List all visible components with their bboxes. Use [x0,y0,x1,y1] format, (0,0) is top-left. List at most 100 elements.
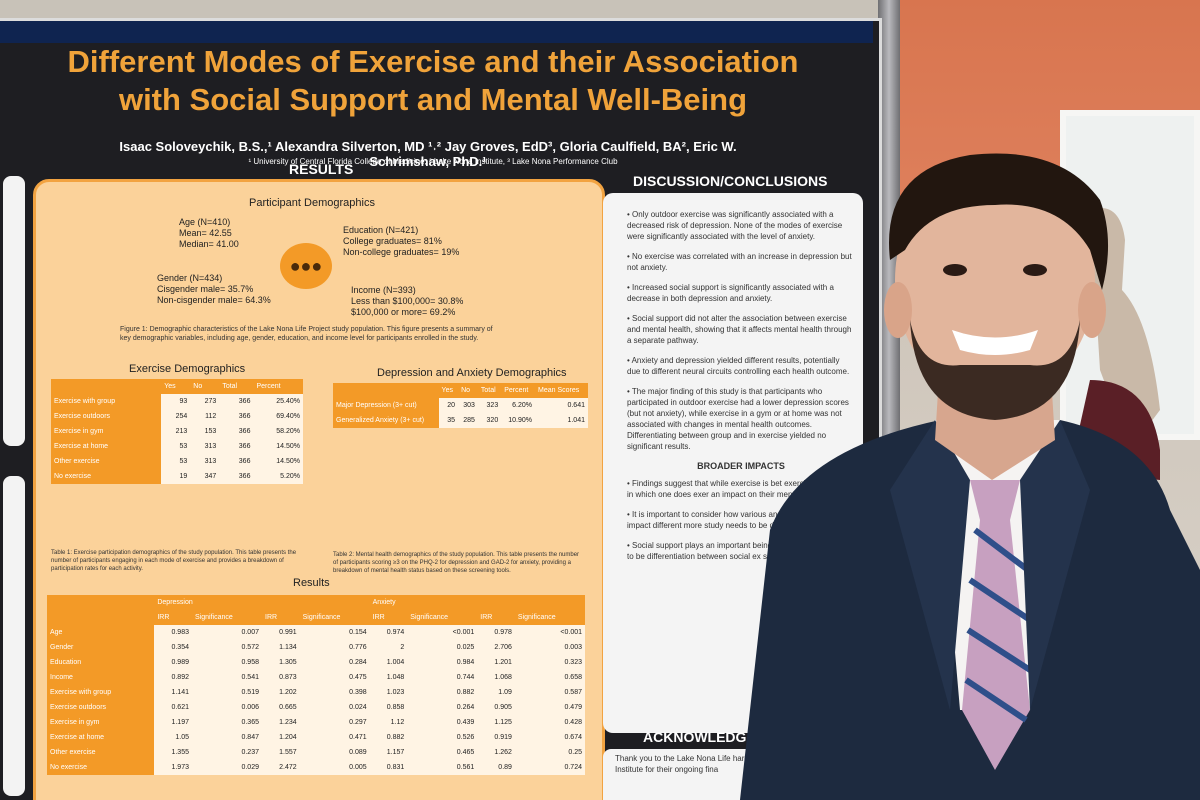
value-cell: 0.621 [154,700,192,715]
left-edge-card-lower [3,476,25,796]
exercise-row: Exercise with group 93 273 366 25.40% [51,394,303,409]
discussion-heading: DISCUSSION/CONCLUSIONS [633,173,828,189]
value-cell: 0.847 [192,730,262,745]
value-cell: 1.262 [477,745,515,760]
row-label-cell: Generalized Anxiety (3+ cut) [333,413,439,428]
row-label-cell: Education [47,655,155,670]
value-cell: 0.892 [154,670,192,685]
table-header-row: IRR Significance IRR Significance IRR Signifi… [47,610,585,625]
value-cell: 2.706 [477,640,515,655]
striped-tie [962,480,1030,770]
row-label-cell: Exercise with group [47,685,155,700]
value-cell: 1.557 [262,745,300,760]
face [895,160,1095,400]
mental-health-row: Generalized Anxiety (3+ cut) 35 285 320 10.9… [333,413,588,428]
bullet-point: • Social support did not alter the assoc… [627,314,852,345]
value-cell: 0.984 [407,655,478,670]
value-cell: 323 [477,398,502,413]
row-label-cell: Exercise at home [47,730,155,745]
results-row: Exercise in gym 1.197 0.365 1.234 0.297 1.12 0… [47,715,585,730]
column-header: No [458,383,478,398]
column-header: IRR [369,610,408,625]
broader-impacts-heading: BROADER IMPACTS [697,461,785,471]
value-cell: 0.25 [514,745,585,760]
acknowledgements-heading: ACKNOWLEDG [643,729,747,745]
value-cell: 0.89 [477,760,515,775]
value-cell: 1.204 [262,730,300,745]
poster-top-bar [0,21,873,43]
value-cell: 112 [190,409,220,424]
column-header [47,610,155,625]
exercise-row: Exercise at home 53 313 366 14.50% [51,439,303,454]
value-cell: 53 [161,454,191,469]
value-cell: 0.665 [262,700,300,715]
row-label-cell: Exercise in gym [51,424,162,439]
value-cell: 1.125 [477,715,515,730]
value-cell: 0.519 [192,685,262,700]
exercise-row: Other exercise 53 313 366 14.50% [51,454,303,469]
value-cell: 1.973 [154,760,192,775]
value-cell: 1.041 [534,413,588,428]
poster-authors: Isaac Soloveychik, B.S.,¹ Alexandra Silv… [119,139,737,169]
value-cell: 0.003 [514,640,585,655]
mental-health-row: Major Depression (3+ cut) 20 303 323 6.20% 0.… [333,398,588,413]
value-cell: 0.029 [192,760,262,775]
row-label-cell: Age [47,625,155,640]
column-header: Total [219,379,254,394]
depression-anxiety-table: Yes No Total Percent Mean Scores Major Depres… [333,383,588,428]
right-ear [1078,282,1106,338]
results-table-title: Results [293,577,330,589]
people-group-icon: ●●● [280,243,332,289]
value-cell: 0.974 [369,625,408,640]
value-cell: 1.305 [262,655,300,670]
results-row: No exercise 1.973 0.029 2.472 0.005 0.831 0.56… [47,760,585,775]
column-header: Total [477,383,502,398]
value-cell: 313 [190,454,220,469]
value-cell: 0.882 [407,685,478,700]
presenter-person [740,153,1200,800]
value-cell: 0.428 [514,715,585,730]
value-cell: 10.90% [501,413,535,428]
value-cell: 0.958 [192,655,262,670]
value-cell: 0.978 [477,625,515,640]
value-cell: 0.089 [299,745,370,760]
left-eye [943,264,967,276]
bullet-point: • The major finding of this study is tha… [627,387,849,451]
bullet-point: • Findings suggest that while exercise i… [627,479,852,499]
left-ear [884,282,912,338]
right-eye [1023,264,1047,276]
exercise-row: Exercise outdoors 254 112 366 69.40% [51,409,303,424]
value-cell: 0.658 [514,670,585,685]
value-cell: 0.905 [477,700,515,715]
value-cell: 1.004 [369,655,408,670]
left-edge-card [3,176,25,446]
right-lapel [1020,420,1090,710]
value-cell: 347 [190,469,220,484]
value-cell: <0.001 [407,625,478,640]
row-label-cell: Exercise outdoors [47,700,155,715]
depression-table-title: Depression and Anxiety Demographics [377,367,567,379]
value-cell: 0.641 [534,398,588,413]
results-row: Exercise at home 1.05 0.847 1.204 0.471 0.882… [47,730,585,745]
results-row: Exercise outdoors 0.621 0.006 0.665 0.024 0.8… [47,700,585,715]
value-cell: 366 [219,394,254,409]
value-cell: 0.006 [192,700,262,715]
value-cell: 0.439 [407,715,478,730]
results-row: Gender 0.354 0.572 1.134 0.776 2 0.025 2.706 0.0… [47,640,585,655]
value-cell: 320 [477,413,502,428]
value-cell: 1.197 [154,715,192,730]
bullet-point: • Only outdoor exercise was significantl… [627,210,843,241]
value-cell: 1.234 [262,715,300,730]
value-cell: 1.12 [369,715,408,730]
tie-stripes [964,527,1032,723]
bullet-point: • Anxiety and depression yielded differe… [627,356,850,376]
results-row: Age 0.983 0.007 0.991 0.154 0.974 <0.001 0.978 <… [47,625,585,640]
results-row: Other exercise 1.355 0.237 1.557 0.089 1.157 0… [47,745,585,760]
depression-table-caption: Table 2: Mental health demographics of t… [333,552,580,574]
demo-age: Age (N=410) Mean= 42.55 Median= 41.00 [179,217,239,249]
value-cell: 14.50% [253,454,303,469]
value-cell: 0.744 [407,670,478,685]
column-header [51,379,162,394]
row-label-cell: Exercise in gym [47,715,155,730]
value-cell: 25.40% [253,394,303,409]
